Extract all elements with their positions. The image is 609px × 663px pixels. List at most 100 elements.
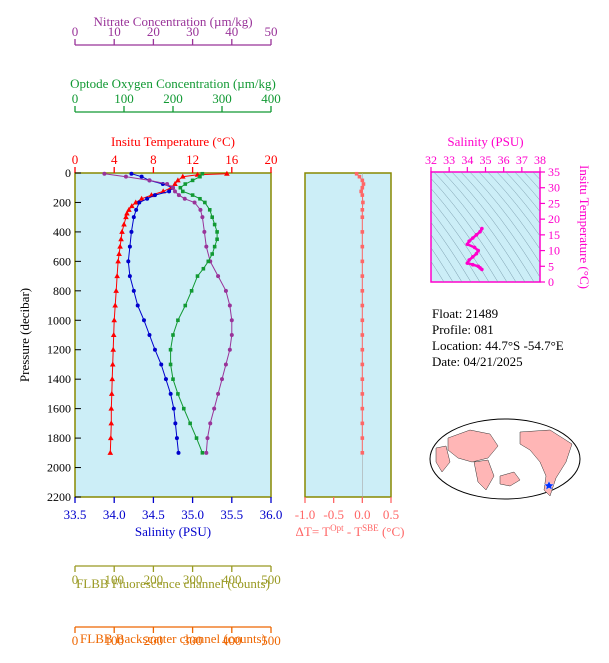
- delta-tick-label: -0.5: [323, 507, 344, 522]
- delta-point: [360, 289, 365, 293]
- oxygen-point: [171, 377, 175, 381]
- oxygen-tick-label: 100: [114, 91, 134, 106]
- salinity-point: [159, 362, 164, 367]
- nitrate-tick-label: 30: [186, 24, 199, 39]
- pressure-tick-label: 0: [65, 166, 71, 180]
- temperature-point: [108, 390, 115, 396]
- ts-temp-tick-label: 25: [548, 196, 560, 210]
- nitrate-point: [200, 215, 205, 220]
- oxygen-point: [168, 362, 173, 367]
- ts-isopycnal: [431, 247, 454, 282]
- ts-point: [470, 236, 475, 240]
- profile-number: Profile: 081: [432, 322, 494, 337]
- salinity-point: [152, 347, 157, 352]
- oxygen-point: [168, 347, 173, 352]
- nitrate-point: [202, 229, 207, 234]
- fluorescence-tick-label: 200: [144, 572, 164, 587]
- salinity-tick-label: 36.0: [260, 507, 283, 522]
- ts-point: [480, 226, 484, 231]
- temperature-point: [138, 195, 145, 201]
- ts-isopycnal: [431, 234, 463, 282]
- oxygen-point: [188, 421, 192, 426]
- salinity-tick-label: 33.5: [64, 507, 87, 522]
- salinity-point: [145, 196, 150, 201]
- temperature-point: [118, 236, 124, 242]
- nitrate-point: [208, 421, 213, 426]
- salinity-point: [127, 274, 132, 279]
- oxygen-point: [206, 259, 211, 264]
- ts-temp-tick-label: 35: [548, 165, 560, 179]
- temperature-tick-label: 12: [186, 152, 199, 167]
- salinity-point: [147, 333, 152, 337]
- salinity-point: [129, 229, 134, 234]
- delta-point: [359, 189, 363, 194]
- pressure-tick-label: 2200: [47, 490, 71, 504]
- backscatter-tick-label: 300: [183, 633, 203, 648]
- salinity-point: [167, 189, 172, 194]
- temperature-tick-label: 4: [111, 152, 118, 167]
- delta-point: [354, 171, 359, 176]
- delta-point: [360, 259, 365, 264]
- oxygen-point: [212, 222, 217, 227]
- oxygen-tick-label: 400: [261, 91, 281, 106]
- nitrate-point: [212, 406, 217, 411]
- ts-salinity-tick-label: 35: [480, 153, 492, 167]
- oxygen-point: [176, 392, 180, 396]
- nitrate-point: [223, 362, 228, 367]
- delta-point: [360, 215, 365, 219]
- ts-salinity-tick-label: 33: [443, 153, 455, 167]
- oxygen-point: [200, 451, 205, 455]
- ts-point: [474, 233, 479, 237]
- delta-tick-label: 0.5: [383, 507, 399, 522]
- delta-point: [360, 333, 365, 337]
- nitrate-point: [229, 318, 234, 323]
- delta-tick-label: -1.0: [295, 507, 316, 522]
- temperature-tick-label: 16: [225, 152, 239, 167]
- ts-salinity-axis-label: Salinity (PSU): [447, 134, 523, 149]
- temperature-point: [224, 170, 230, 176]
- temperature-point: [115, 258, 121, 264]
- oxygen-point: [178, 185, 183, 190]
- temperature-point: [110, 346, 117, 352]
- delta-point: [357, 174, 362, 179]
- temperature-point: [172, 181, 178, 187]
- nitrate-tick-label: 0: [72, 24, 79, 39]
- pressure-tick-label: 1600: [47, 402, 71, 416]
- backscatter-tick-label: 200: [144, 633, 164, 648]
- oxygen-point: [212, 244, 217, 249]
- pressure-axis-label: Pressure (decibar): [17, 288, 32, 382]
- pressure-tick-label: 2000: [47, 461, 71, 475]
- ts-temp-axis-label: Insitu Temperature (°C): [577, 165, 592, 289]
- ts-point: [467, 258, 471, 262]
- nitrate-point: [227, 303, 232, 308]
- salinity-point: [176, 450, 181, 455]
- salinity-tick-label: 35.5: [220, 507, 243, 522]
- float-location-marker: [543, 480, 555, 491]
- temperature-point: [107, 435, 114, 441]
- delta-point: [360, 303, 365, 308]
- ts-point: [476, 248, 481, 253]
- ts-salinity-tick-label: 32: [425, 153, 437, 167]
- delta-point: [360, 436, 365, 440]
- nitrate-point: [223, 288, 228, 293]
- temperature-point: [108, 420, 115, 426]
- oxygen-tick-label: 200: [163, 91, 183, 106]
- ts-point: [478, 229, 482, 234]
- location: Location: 44.7°S -54.7°E: [432, 338, 564, 353]
- ts-isopycnal: [514, 172, 540, 201]
- salinity-point: [127, 244, 132, 249]
- backscatter-tick-label: 400: [222, 633, 242, 648]
- salinity-point: [137, 200, 142, 205]
- nitrate-point: [204, 244, 209, 249]
- oxygen-point: [215, 230, 219, 234]
- temperature-tick-label: 8: [150, 152, 157, 167]
- ts-isopycnal: [487, 172, 540, 237]
- nitrate-point: [176, 193, 181, 198]
- salinity-point: [174, 436, 179, 441]
- delta-point: [360, 244, 365, 249]
- delta-point: [360, 347, 365, 352]
- salinity-point: [129, 171, 134, 176]
- nitrate-point: [204, 450, 209, 455]
- ts-point: [480, 267, 484, 272]
- salinity-tick-label: 34.0: [103, 507, 126, 522]
